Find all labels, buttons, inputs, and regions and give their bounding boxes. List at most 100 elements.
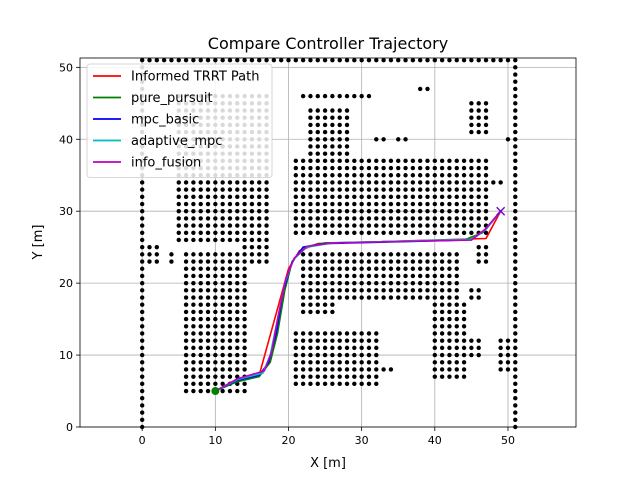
obstacle-point	[330, 165, 335, 171]
obstacle-point	[447, 331, 452, 336]
obstacle-point	[513, 244, 518, 250]
obstacle-point	[483, 57, 489, 63]
obstacle-point	[308, 338, 313, 343]
obstacle-point	[447, 360, 452, 365]
obstacle-point	[337, 338, 342, 343]
obstacle-point	[205, 201, 211, 207]
obstacle-point	[344, 223, 350, 228]
obstacle-point	[242, 360, 247, 365]
obstacle-point	[322, 381, 328, 387]
obstacle-point	[513, 410, 518, 415]
obstacle-point	[264, 259, 269, 264]
obstacle-point	[235, 302, 240, 307]
obstacle-point	[242, 259, 247, 264]
obstacle-point	[359, 374, 364, 379]
obstacle-point	[344, 216, 350, 221]
obstacle-point	[337, 173, 342, 178]
obstacle-point	[344, 194, 350, 200]
obstacle-point	[220, 230, 225, 235]
obstacle-point	[439, 173, 445, 178]
obstacle-point	[242, 201, 247, 207]
obstacle-point	[293, 381, 299, 387]
obstacle-point	[264, 201, 269, 207]
obstacle-point	[183, 288, 189, 293]
legend-entry: pure_pursuit	[131, 91, 213, 106]
obstacle-point	[447, 302, 452, 307]
obstacle-point	[227, 360, 233, 365]
obstacle-point	[139, 230, 145, 235]
obstacle-point	[352, 252, 357, 257]
obstacle-point	[403, 209, 408, 214]
obstacle-point	[359, 209, 364, 214]
obstacle-point	[513, 396, 518, 401]
obstacle-point	[213, 259, 218, 264]
obstacle-point	[322, 266, 328, 271]
obstacle-point	[139, 209, 145, 214]
obstacle-point	[461, 57, 467, 63]
obstacle-point	[476, 288, 481, 293]
obstacle-point	[220, 374, 225, 379]
legend: Informed TRRT Path pure_pursuit mpc_basica…	[86, 63, 273, 178]
obstacle-point	[439, 165, 445, 171]
obstacle-point	[315, 288, 320, 293]
obstacle-point	[513, 280, 518, 286]
obstacle-point	[147, 252, 152, 257]
obstacle-point	[388, 180, 394, 185]
obstacle-point	[257, 209, 262, 214]
obstacle-point	[513, 158, 518, 164]
obstacle-point	[374, 216, 379, 221]
obstacle-point	[432, 324, 438, 329]
obstacle-point	[264, 194, 269, 200]
obstacle-point	[330, 158, 335, 164]
obstacle-point	[447, 288, 452, 293]
obstacle-point	[454, 57, 459, 63]
obstacle-point	[461, 345, 467, 351]
obstacle-point	[403, 273, 408, 279]
obstacle-point	[417, 280, 423, 286]
obstacle-point	[439, 309, 445, 315]
obstacle-point	[139, 280, 145, 286]
obstacle-point	[308, 122, 313, 128]
obstacle-point	[439, 57, 445, 63]
obstacle-point	[322, 309, 328, 315]
obstacle-point	[330, 259, 335, 264]
obstacle-point	[344, 352, 350, 358]
obstacle-point	[403, 259, 408, 264]
obstacle-point	[337, 331, 342, 336]
obstacle-point	[264, 187, 269, 192]
obstacle-point	[176, 230, 181, 235]
obstacle-point	[417, 216, 423, 221]
obstacle-point	[344, 381, 350, 387]
obstacle-point	[337, 280, 342, 286]
obstacle-point	[249, 209, 255, 214]
obstacle-point	[191, 338, 196, 343]
obstacle-point	[139, 266, 145, 271]
obstacle-point	[205, 360, 211, 365]
obstacle-point	[308, 194, 313, 200]
trajectory-series	[214, 210, 502, 392]
y-tick-label: 40	[59, 133, 73, 146]
obstacle-point	[381, 216, 386, 221]
obstacle-point	[315, 331, 320, 336]
obstacle-point	[498, 367, 503, 372]
obstacle-point	[483, 101, 489, 106]
obstacle-point	[366, 93, 372, 99]
obstacle-point	[315, 352, 320, 358]
obstacle-point	[264, 230, 269, 235]
obstacle-point	[344, 209, 350, 214]
obstacle-point	[417, 273, 423, 279]
obstacle-point	[191, 280, 196, 286]
obstacle-point	[403, 173, 408, 178]
obstacle-point	[439, 352, 445, 358]
obstacle-point	[410, 158, 416, 164]
obstacle-point	[447, 352, 452, 358]
obstacle-point	[396, 137, 401, 142]
obstacle-point	[293, 201, 299, 207]
obstacle-point	[352, 201, 357, 207]
obstacle-point	[513, 129, 518, 135]
obstacle-point	[374, 266, 379, 271]
obstacle-point	[315, 180, 320, 185]
obstacle-point	[403, 295, 408, 300]
obstacle-point	[469, 288, 474, 293]
obstacle-point	[183, 252, 189, 257]
